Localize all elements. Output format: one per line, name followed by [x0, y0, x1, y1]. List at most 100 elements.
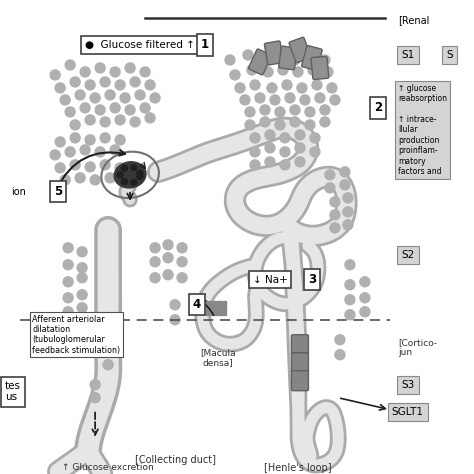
Circle shape: [85, 162, 95, 172]
Circle shape: [103, 360, 113, 370]
Circle shape: [170, 300, 180, 310]
Circle shape: [65, 60, 75, 70]
Circle shape: [327, 83, 337, 93]
Circle shape: [315, 93, 325, 103]
Circle shape: [305, 120, 315, 130]
Circle shape: [278, 65, 288, 75]
FancyBboxPatch shape: [264, 41, 283, 65]
FancyBboxPatch shape: [301, 46, 322, 70]
Circle shape: [225, 55, 235, 65]
Circle shape: [125, 105, 135, 115]
Circle shape: [63, 277, 73, 287]
Circle shape: [343, 220, 353, 230]
Circle shape: [131, 164, 137, 171]
Text: 4: 4: [193, 298, 201, 311]
Circle shape: [130, 77, 140, 87]
Circle shape: [77, 263, 87, 273]
Circle shape: [177, 273, 187, 283]
Circle shape: [310, 147, 320, 157]
Circle shape: [300, 95, 310, 105]
Circle shape: [345, 280, 355, 290]
Circle shape: [75, 90, 85, 100]
Circle shape: [245, 120, 255, 130]
Circle shape: [150, 93, 160, 103]
Circle shape: [345, 295, 355, 305]
Circle shape: [130, 117, 140, 127]
Circle shape: [50, 150, 60, 160]
Circle shape: [235, 83, 245, 93]
Circle shape: [120, 93, 130, 103]
Circle shape: [150, 243, 160, 253]
Circle shape: [335, 335, 345, 345]
Bar: [210, 301, 212, 315]
Circle shape: [312, 80, 322, 90]
Circle shape: [115, 115, 125, 125]
Circle shape: [110, 103, 120, 113]
Circle shape: [243, 50, 253, 60]
Text: tes
us: tes us: [5, 381, 21, 402]
Circle shape: [140, 103, 150, 113]
Circle shape: [135, 90, 145, 100]
Circle shape: [340, 167, 350, 177]
Text: ↑ glucose
reabsorption

↑ intrace-
llular
production
proinflam-
matory
factors a: ↑ glucose reabsorption ↑ intrace- llular…: [398, 84, 447, 176]
Circle shape: [70, 133, 80, 143]
Circle shape: [65, 147, 75, 157]
Circle shape: [63, 293, 73, 303]
Circle shape: [121, 179, 128, 184]
Circle shape: [177, 243, 187, 253]
Circle shape: [77, 273, 87, 283]
Circle shape: [330, 210, 340, 220]
Circle shape: [260, 105, 270, 115]
Text: 1: 1: [201, 38, 209, 52]
Circle shape: [345, 310, 355, 320]
Circle shape: [137, 173, 143, 180]
Circle shape: [145, 113, 155, 123]
Circle shape: [263, 67, 273, 77]
Circle shape: [137, 170, 143, 176]
Text: [Macula
densa]: [Macula densa]: [200, 348, 236, 367]
Circle shape: [325, 183, 335, 193]
Circle shape: [265, 130, 275, 140]
Circle shape: [70, 120, 80, 130]
Circle shape: [247, 65, 257, 75]
Circle shape: [320, 55, 330, 65]
Circle shape: [100, 117, 110, 127]
Circle shape: [335, 350, 345, 360]
Circle shape: [95, 105, 105, 115]
Circle shape: [295, 157, 305, 167]
FancyBboxPatch shape: [279, 46, 297, 70]
Circle shape: [245, 107, 255, 117]
Circle shape: [305, 50, 315, 60]
Circle shape: [95, 63, 105, 73]
Circle shape: [297, 83, 307, 93]
Circle shape: [63, 307, 73, 317]
Text: S1: S1: [401, 50, 414, 60]
Circle shape: [280, 160, 290, 170]
Circle shape: [90, 380, 100, 390]
Circle shape: [115, 80, 125, 90]
Circle shape: [275, 120, 285, 130]
Text: ion: ion: [11, 187, 26, 197]
Circle shape: [90, 93, 100, 103]
Circle shape: [275, 50, 285, 60]
Circle shape: [75, 173, 85, 183]
Circle shape: [77, 290, 87, 300]
Text: S: S: [447, 50, 453, 60]
Circle shape: [265, 143, 275, 153]
Circle shape: [77, 303, 87, 313]
Circle shape: [85, 115, 95, 125]
Circle shape: [80, 67, 90, 77]
Circle shape: [290, 105, 300, 115]
Circle shape: [125, 63, 135, 73]
Text: S3: S3: [401, 380, 414, 390]
FancyBboxPatch shape: [292, 353, 309, 373]
Circle shape: [323, 67, 333, 77]
Circle shape: [63, 260, 73, 270]
Text: 5: 5: [54, 185, 62, 198]
Text: 3: 3: [308, 273, 316, 286]
Circle shape: [100, 77, 110, 87]
Circle shape: [177, 257, 187, 267]
Circle shape: [230, 70, 240, 80]
Ellipse shape: [114, 162, 146, 188]
Circle shape: [85, 135, 95, 145]
